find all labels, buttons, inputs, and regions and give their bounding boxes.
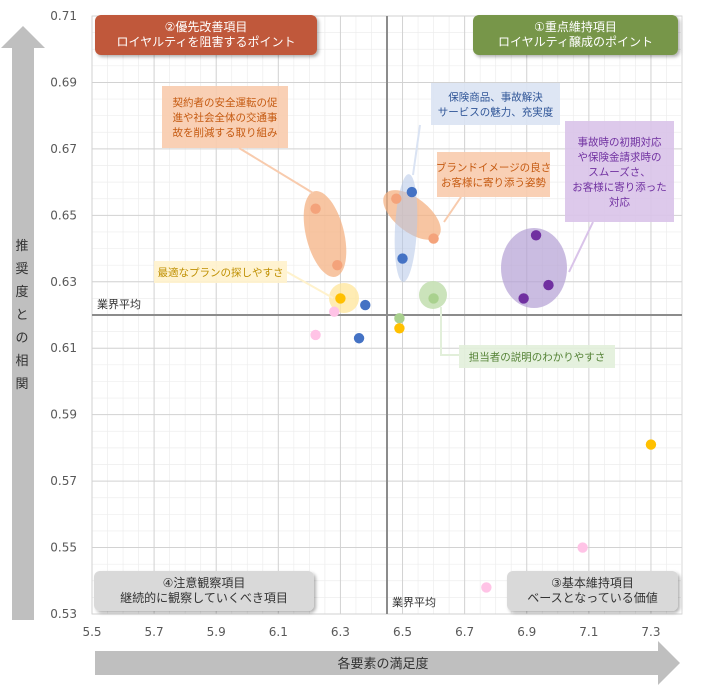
data-point-pink <box>329 306 340 317</box>
x-axis-arrow <box>95 641 680 685</box>
leader-line-plan <box>286 271 334 299</box>
quadrant-box-q3 <box>507 571 678 611</box>
data-point-orange <box>391 193 402 204</box>
x-tick-label: 5.5 <box>82 625 101 639</box>
annotation-text-accident: スムーズさ、 <box>588 166 650 179</box>
annotation-text-accident: 対応 <box>609 196 630 209</box>
data-point-blue <box>406 186 418 198</box>
x-tick-label: 6.1 <box>269 625 288 639</box>
x-axis-label: 各要素の満足度 <box>337 656 428 672</box>
y-tick-label: 0.65 <box>50 208 77 222</box>
leader-line-safety <box>238 147 314 194</box>
quadrant-title-q3: ③基本維持項目 <box>551 575 634 590</box>
x-tick-label: 6.3 <box>331 625 350 639</box>
y-axis-label: 推奨度との相関 <box>15 239 28 392</box>
data-point-pink <box>310 329 321 341</box>
annotation-text-product: サービスの魅力、充実度 <box>438 106 554 119</box>
quadrant-box-q2 <box>95 15 317 55</box>
y-tick-label: 0.59 <box>50 408 77 422</box>
x-tick-label: 7.1 <box>579 625 598 639</box>
data-point-yellow <box>394 323 405 334</box>
y-tick-label: 0.69 <box>50 75 77 89</box>
annotation-box-product <box>431 83 560 125</box>
y-tick-label: 0.61 <box>50 341 77 355</box>
x-tick-label: 7.3 <box>641 625 660 639</box>
y-tick-label: 0.63 <box>50 275 77 289</box>
annotation-text-brand: ブランドイメージの良さ <box>436 161 551 174</box>
annotation-box-brand <box>437 152 550 197</box>
annotation-text-product: 保険商品、事故解決 <box>448 91 543 104</box>
annotation-box-staff <box>459 345 615 368</box>
data-point-blue <box>397 253 408 264</box>
quadrant-title-q1: ①重点維持項目 <box>534 19 617 34</box>
quadrant-subtitle-q1: ロイヤルティ醸成のポイント <box>498 35 653 49</box>
y-tick-label: 0.55 <box>50 541 77 555</box>
annotation-text-staff: 担当者の説明のわかりやすさ <box>469 351 606 364</box>
data-point-orange <box>310 203 321 214</box>
quadrant-box-q1 <box>473 15 678 55</box>
leader-line-product <box>412 124 421 176</box>
quadrant-subtitle-q3: ベースとなっている価値 <box>527 590 657 605</box>
data-point-purple <box>543 279 554 291</box>
leader-line-accident <box>568 221 594 273</box>
quadrant-subtitle-q2: ロイヤルティを阻害するポイント <box>117 34 296 49</box>
y-tick-label: 0.57 <box>50 474 77 488</box>
y-tick-label: 0.53 <box>50 607 77 621</box>
annotation-text-safety: 故を削減する取り組み <box>173 126 278 139</box>
x-tick-label: 5.9 <box>207 625 226 639</box>
quadrant-title-q4: ④注意観察項目 <box>163 575 246 590</box>
quadrant-title-q2: ②優先改善項目 <box>165 19 248 34</box>
data-point-purple <box>530 230 542 241</box>
x-tick-label: 5.7 <box>145 625 164 639</box>
data-point-orange <box>428 233 439 244</box>
annotation-box-safety <box>162 86 288 148</box>
average-label-y: 業界平均 <box>97 298 141 311</box>
annotation-text-safety: 進や社会全体の交通事 <box>173 111 278 124</box>
annotation-text-safety: 契約者の安全運転の促 <box>173 96 278 109</box>
annotation-text-accident: や保険金請求時の <box>578 151 662 164</box>
data-point-yellow <box>335 293 346 304</box>
annotation-text-brand: お客様に寄り添う姿勢 <box>441 176 546 189</box>
quadrant-box-q4 <box>94 571 314 611</box>
annotation-text-plan: 最適なプランの探しやすさ <box>158 266 284 279</box>
data-point-green <box>428 293 439 304</box>
x-tick-label: 6.9 <box>517 625 536 639</box>
annotation-box-plan <box>154 261 287 283</box>
data-point-green <box>394 313 405 324</box>
data-point-purple <box>518 293 529 304</box>
annotation-box-accident <box>565 121 674 222</box>
data-point-blue <box>360 299 371 311</box>
y-tick-label: 0.71 <box>50 9 77 23</box>
x-tick-label: 6.7 <box>455 625 474 639</box>
data-point-pink <box>577 542 588 553</box>
leader-line-staff <box>440 307 459 356</box>
annotation-text-accident: 事故時の初期対応 <box>578 136 662 149</box>
data-point-orange <box>332 259 343 271</box>
quadrant-subtitle-q4: 継続的に観察していくべき項目 <box>120 590 288 605</box>
data-point-yellow <box>645 439 657 450</box>
data-point-pink <box>481 582 492 593</box>
annotation-text-accident: お客様に寄り添った <box>572 181 667 194</box>
leader-line-brand <box>443 196 462 223</box>
average-label-x: 業界平均 <box>392 596 436 609</box>
y-axis-arrow <box>1 26 45 620</box>
y-tick-label: 0.67 <box>50 142 77 156</box>
data-point-blue <box>353 333 365 344</box>
x-tick-label: 6.5 <box>393 625 412 639</box>
